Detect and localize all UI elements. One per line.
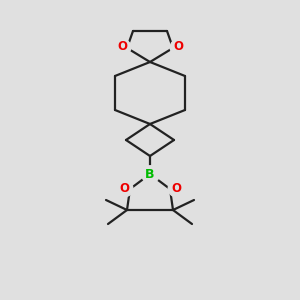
Text: O: O: [173, 40, 183, 53]
Text: O: O: [119, 182, 129, 194]
Text: O: O: [117, 40, 127, 53]
Text: O: O: [171, 182, 181, 194]
Text: B: B: [145, 167, 155, 181]
